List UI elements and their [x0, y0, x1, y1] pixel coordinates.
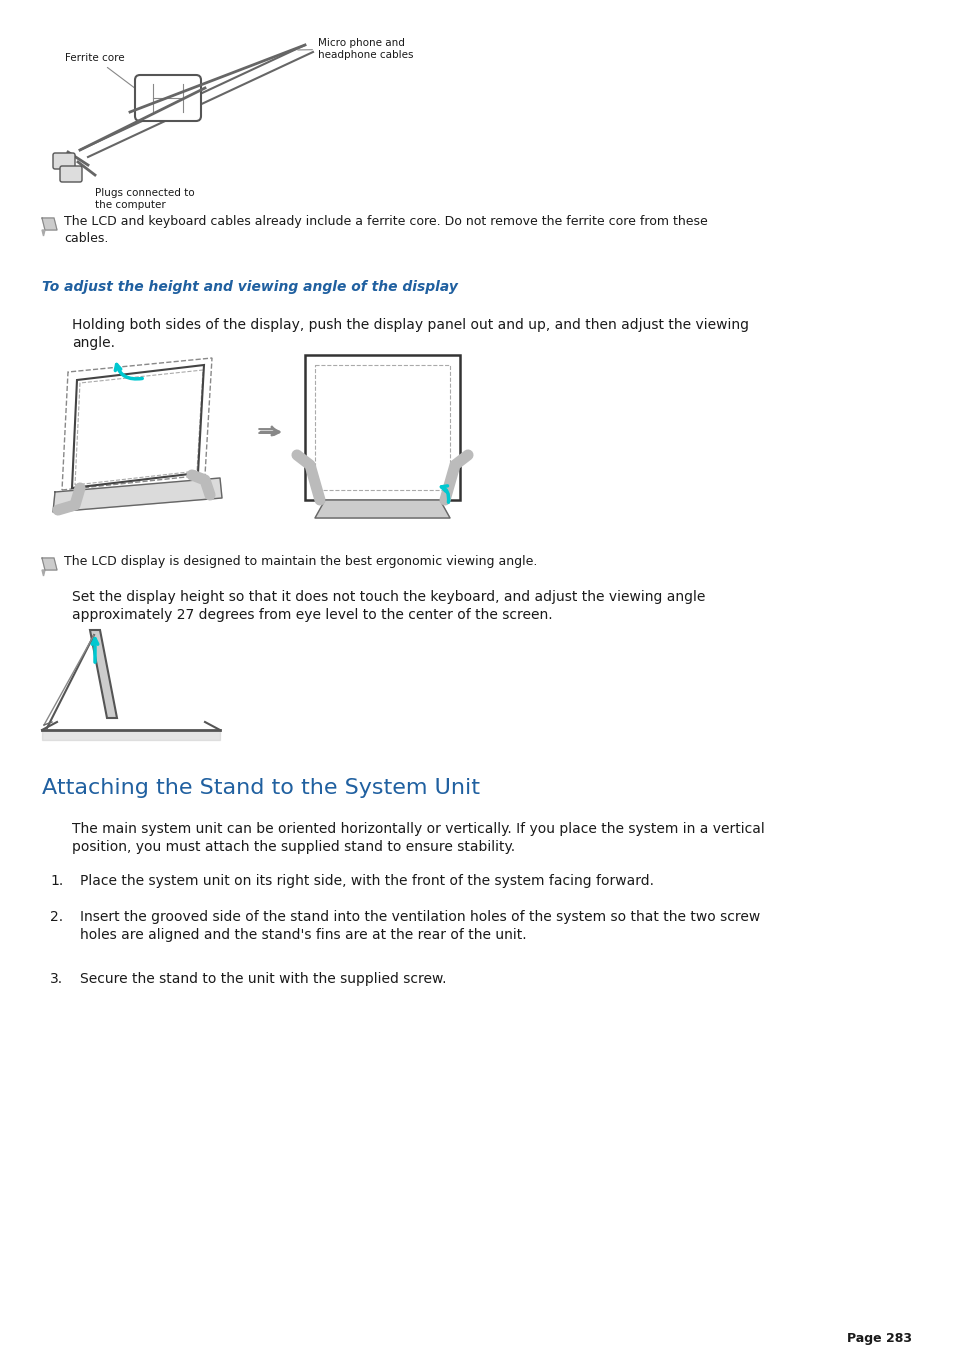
Polygon shape — [53, 478, 222, 512]
Text: Attaching the Stand to the System Unit: Attaching the Stand to the System Unit — [42, 778, 479, 798]
Text: Place the system unit on its right side, with the front of the system facing for: Place the system unit on its right side,… — [80, 874, 654, 888]
FancyBboxPatch shape — [135, 76, 201, 122]
Text: Micro phone and
headphone cables: Micro phone and headphone cables — [297, 38, 413, 59]
Text: The LCD and keyboard cables already include a ferrite core. Do not remove the fe: The LCD and keyboard cables already incl… — [64, 215, 707, 245]
FancyBboxPatch shape — [60, 166, 82, 182]
Polygon shape — [42, 218, 57, 230]
Text: The LCD display is designed to maintain the best ergonomic viewing angle.: The LCD display is designed to maintain … — [64, 555, 537, 567]
Text: Set the display height so that it does not touch the keyboard, and adjust the vi: Set the display height so that it does n… — [71, 590, 704, 623]
Text: Insert the grooved side of the stand into the ventilation holes of the system so: Insert the grooved side of the stand int… — [80, 911, 760, 943]
FancyBboxPatch shape — [314, 365, 450, 490]
Text: The main system unit can be oriented horizontally or vertically. If you place th: The main system unit can be oriented hor… — [71, 821, 764, 854]
Text: Page 283: Page 283 — [846, 1332, 911, 1346]
FancyBboxPatch shape — [53, 153, 75, 169]
Text: Holding both sides of the display, push the display panel out and up, and then a: Holding both sides of the display, push … — [71, 317, 748, 350]
Text: Ferrite core: Ferrite core — [65, 53, 146, 96]
Text: ⇒: ⇒ — [256, 420, 277, 444]
Polygon shape — [42, 558, 57, 570]
Text: Plugs connected to
the computer: Plugs connected to the computer — [95, 188, 194, 209]
FancyBboxPatch shape — [305, 355, 459, 500]
Polygon shape — [75, 370, 203, 485]
Polygon shape — [314, 500, 450, 517]
Text: 1.: 1. — [50, 874, 63, 888]
Text: Secure the stand to the unit with the supplied screw.: Secure the stand to the unit with the su… — [80, 971, 446, 986]
Text: 2.: 2. — [50, 911, 63, 924]
Text: 3.: 3. — [50, 971, 63, 986]
Text: To adjust the height and viewing angle of the display: To adjust the height and viewing angle o… — [42, 280, 457, 295]
Polygon shape — [42, 570, 45, 576]
Polygon shape — [90, 630, 117, 717]
Polygon shape — [42, 230, 45, 236]
Polygon shape — [42, 730, 220, 740]
